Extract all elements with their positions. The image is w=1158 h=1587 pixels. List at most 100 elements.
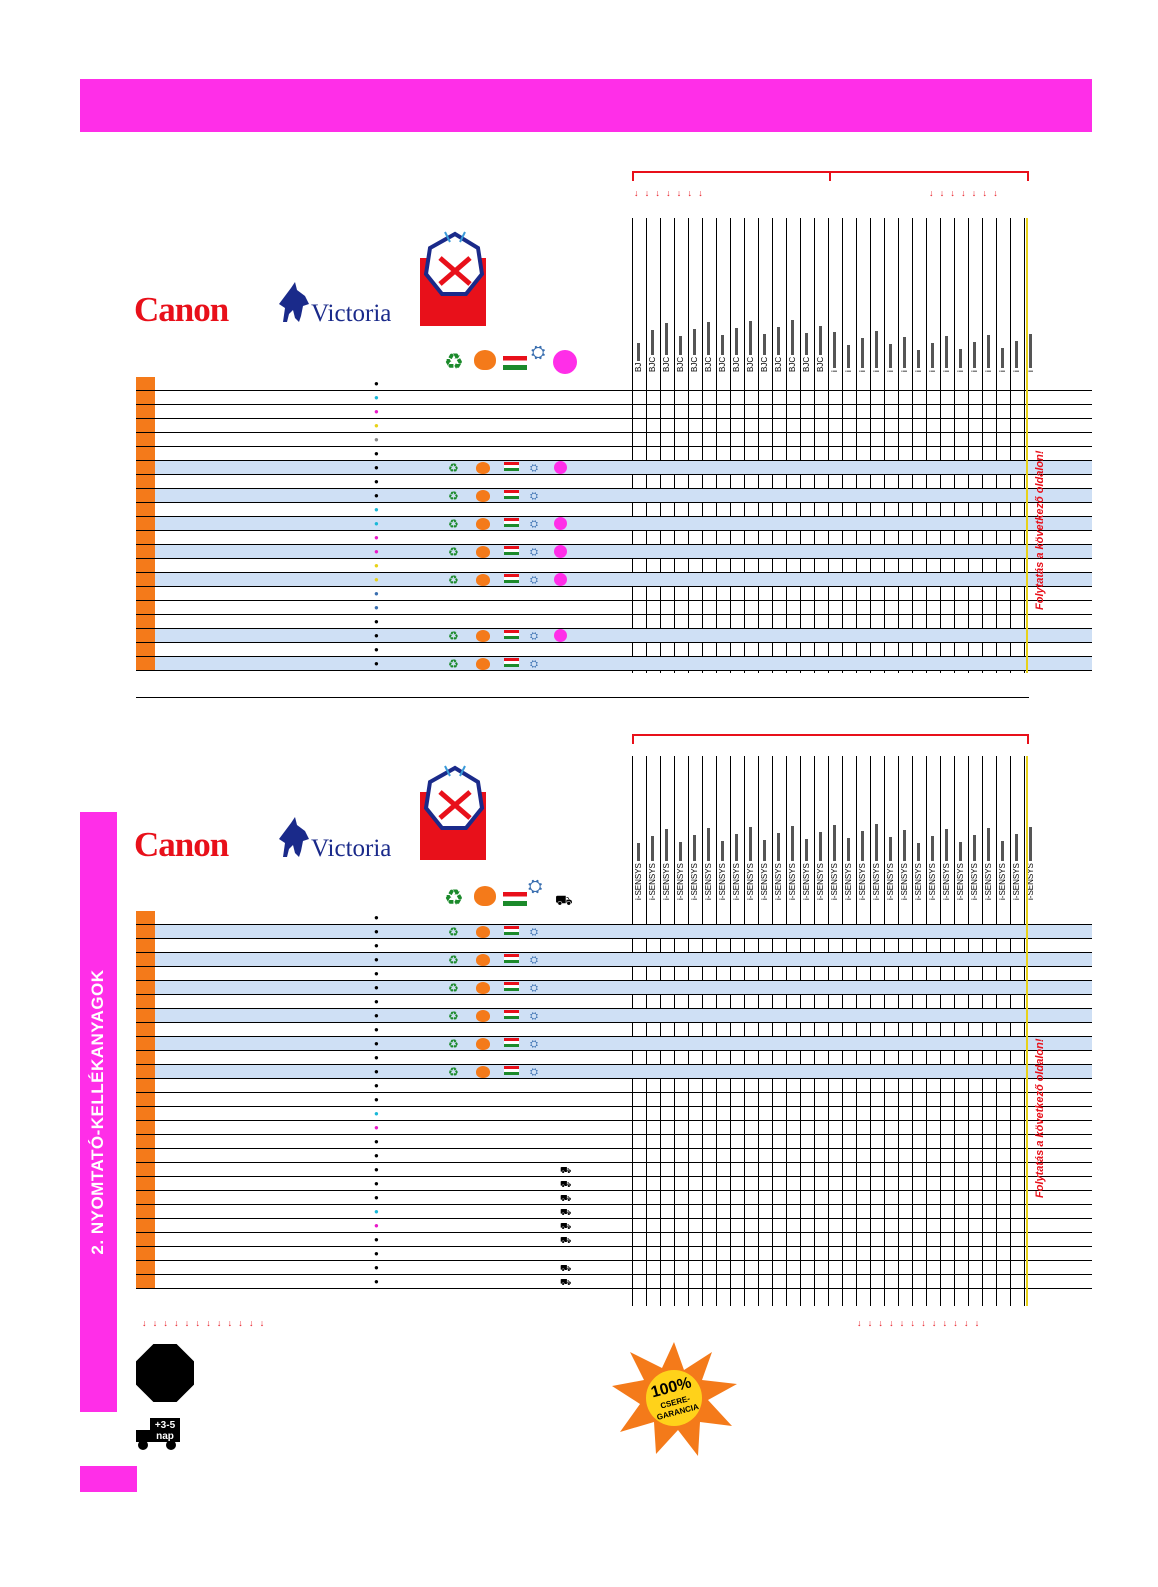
row-marker: [136, 559, 155, 572]
column-header-label: i: [886, 370, 895, 372]
column-gridline: [856, 218, 857, 673]
ink-drop-icon: ●: [374, 997, 379, 1006]
model-number-placeholder: [777, 833, 781, 862]
column-header-label: i-SENSYS: [928, 863, 937, 900]
small-badge-icon: ⛭: [530, 1067, 538, 1078]
model-number-placeholder: [693, 328, 697, 355]
top-banner: [80, 79, 1092, 132]
model-number-placeholder: [805, 839, 809, 862]
money-bag-icon: [476, 1066, 490, 1081]
column-gridline: [660, 218, 661, 673]
column-header-label: i-SENSYS: [1012, 863, 1021, 900]
model-number-placeholder: [917, 843, 921, 862]
continue-line: [1026, 756, 1028, 1306]
column-header-label: i-SENSYS: [676, 863, 685, 900]
row-marker: [136, 629, 155, 642]
model-number-placeholder: [875, 824, 879, 862]
column-header-label: i: [984, 370, 993, 372]
column-header-label: i-SENSYS: [914, 863, 923, 900]
truck-icon: ⛟: [560, 1263, 572, 1273]
model-number-placeholder: [959, 842, 963, 862]
table-row: ● ♻ ⛭: [136, 629, 1092, 643]
column-gridline: [674, 218, 675, 673]
column-gridline: [772, 756, 773, 1306]
table-row: ● ⛟: [136, 1205, 1092, 1219]
model-number-placeholder: [987, 828, 991, 862]
model-number-placeholder: [973, 835, 977, 862]
column-header: i-SENSYS: [844, 838, 853, 900]
ink-drop-icon: ●: [374, 659, 379, 668]
model-number-placeholder: [707, 828, 711, 862]
column-header: BJC: [718, 334, 727, 372]
column-header: BJC: [676, 335, 685, 372]
table-row: ●: [136, 995, 1092, 1009]
small-badge-icon: ⛭: [530, 519, 538, 530]
column-header: i-SENSYS: [984, 828, 993, 900]
column-header-label: i-SENSYS: [844, 863, 853, 900]
model-number-placeholder: [1029, 334, 1033, 369]
ink-drop-icon: ●: [374, 955, 379, 964]
column-header: BJC: [802, 332, 811, 372]
column-gridline: [660, 756, 661, 1306]
ink-drop-icon: ●: [374, 1025, 379, 1034]
column-gridline: [702, 756, 703, 1306]
model-number-placeholder: [749, 320, 753, 355]
ink-drop-icon: ●: [374, 1039, 379, 1048]
model-number-placeholder: [833, 332, 837, 369]
column-header-label: i-SENSYS: [746, 863, 755, 900]
model-number-placeholder: [889, 837, 893, 862]
table-row: ●: [136, 1135, 1092, 1149]
column-header-label: BJC: [676, 356, 685, 372]
ink-drop-icon: ●: [374, 407, 379, 416]
small-badge-icon: ⛭: [530, 955, 538, 966]
table-row: ● ♻ ⛭: [136, 1009, 1092, 1023]
column-header-label: i-SENSYS: [942, 863, 951, 900]
small-badge-icon: ⛭: [530, 491, 538, 502]
row-marker: [136, 573, 155, 586]
canon-logo: Canon: [134, 825, 229, 864]
column-header: BJC: [648, 329, 657, 372]
column-header: i-SENSYS: [858, 831, 867, 900]
column-header: i-SENSYS: [872, 824, 881, 900]
column-header: i-SENSYS: [830, 825, 839, 900]
table-row: ● ⛟: [136, 1163, 1092, 1177]
column-header: i-SENSYS: [928, 836, 937, 900]
column-header: i: [900, 337, 909, 372]
ink-drop-icon: ●: [374, 1081, 379, 1090]
money-bag-icon: [476, 982, 490, 997]
ink-drop-icon: ●: [374, 589, 379, 598]
column-header: i-SENSYS: [970, 835, 979, 900]
row-marker: [136, 433, 155, 446]
money-bag-icon: [474, 350, 496, 375]
delivery-truck-icon: +3-5 nap: [136, 1418, 180, 1450]
recycle-icon: ♻: [448, 1037, 459, 1051]
quality-badge-icon: [420, 231, 486, 326]
model-number-placeholder: [805, 332, 809, 355]
column-gridline: [646, 218, 647, 673]
magenta-dot-icon: [554, 517, 567, 533]
column-header: i-SENSYS: [998, 841, 1007, 900]
row-marker: [136, 1177, 155, 1190]
column-gridline: [632, 218, 633, 673]
row-marker: [136, 503, 155, 516]
model-number-placeholder: [637, 342, 641, 361]
page-number-tab: [80, 1466, 137, 1492]
down-arrows-right: ↓↓↓↓↓↓↓↓↓↓↓↓: [857, 1318, 986, 1328]
ink-drop-icon: ●: [374, 1095, 379, 1104]
column-header-label: i: [956, 370, 965, 372]
column-gridline: [940, 756, 941, 1306]
column-gridline: [702, 218, 703, 673]
column-header-label: BJC: [746, 356, 755, 372]
column-gridline: [716, 756, 717, 1306]
row-marker: [136, 1009, 155, 1022]
column-header: i-SENSYS: [676, 842, 685, 900]
continue-line: [1026, 218, 1028, 673]
section-title: 2. NYOMTATÓ-KELLÉKANYAGOK: [88, 969, 107, 1255]
column-header-label: i-SENSYS: [872, 863, 881, 900]
made-in-hungary-icon: [504, 546, 519, 558]
column-gridline: [744, 756, 745, 1306]
row-marker: [136, 391, 155, 404]
table-row: ●: [136, 475, 1092, 489]
small-badge-icon: ⛭: [530, 463, 538, 474]
column-header-label: BJC: [760, 356, 769, 372]
